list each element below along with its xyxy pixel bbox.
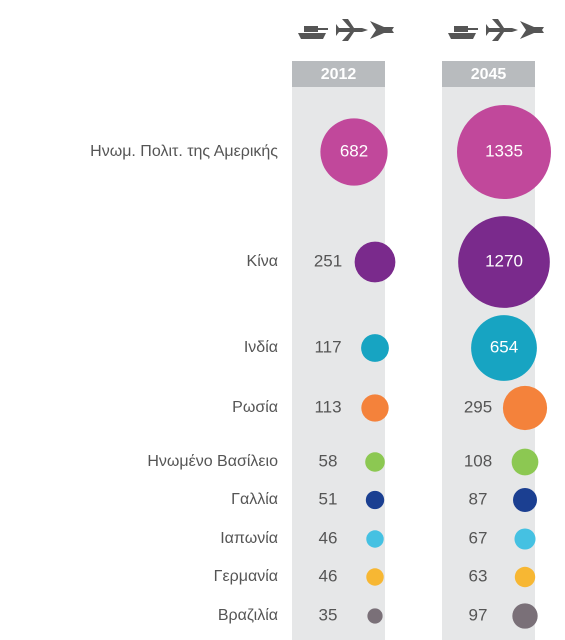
drone-icon bbox=[520, 21, 544, 39]
value-label: 87 bbox=[469, 489, 488, 508]
bubble bbox=[361, 334, 389, 362]
bubble bbox=[512, 603, 538, 629]
country-label: Ινδία bbox=[244, 339, 278, 356]
bubble bbox=[367, 608, 383, 624]
bubble bbox=[366, 568, 384, 586]
value-label: 251 bbox=[314, 251, 342, 270]
tank-icon bbox=[448, 26, 478, 39]
bubble bbox=[513, 488, 537, 512]
value-label: 97 bbox=[469, 605, 488, 624]
plane-icon bbox=[336, 19, 368, 41]
bubble bbox=[361, 394, 389, 422]
bubble bbox=[511, 448, 539, 476]
plane-icon bbox=[486, 19, 518, 41]
country-label: Βραζιλία bbox=[218, 607, 278, 624]
value-label: 46 bbox=[319, 566, 338, 585]
bubble bbox=[457, 105, 551, 199]
bubble bbox=[458, 216, 550, 308]
column-header bbox=[442, 61, 535, 87]
drone-icon bbox=[370, 21, 394, 39]
value-label: 35 bbox=[319, 605, 338, 624]
bubble bbox=[365, 452, 385, 472]
value-label: 46 bbox=[319, 528, 338, 547]
value-label: 67 bbox=[469, 528, 488, 547]
bubble bbox=[514, 566, 536, 588]
value-label: 654 bbox=[490, 337, 518, 356]
bubble bbox=[471, 315, 537, 381]
country-label: Ιαπωνία bbox=[220, 530, 278, 547]
bubble bbox=[514, 528, 536, 550]
value-label: 113 bbox=[314, 397, 341, 416]
value-label: 63 bbox=[469, 566, 488, 585]
value-label: 295 bbox=[464, 397, 492, 416]
country-label: Ηνωμένο Βασίλειο bbox=[147, 453, 278, 470]
bubble bbox=[365, 490, 385, 510]
value-label: 1335 bbox=[485, 141, 523, 160]
country-label: Ρωσία bbox=[232, 399, 278, 416]
country-label: Γαλλία bbox=[231, 491, 278, 508]
value-label: 117 bbox=[314, 337, 341, 356]
column-header bbox=[292, 61, 385, 87]
column-year: 2045 bbox=[471, 66, 507, 83]
country-label: Κίνα bbox=[247, 253, 278, 270]
bubble bbox=[320, 118, 388, 186]
tank-icon bbox=[298, 26, 328, 39]
bubble bbox=[502, 385, 548, 431]
bubble bbox=[366, 530, 384, 548]
value-label: 1270 bbox=[485, 251, 523, 270]
icons bbox=[298, 19, 544, 41]
country-label: Ηνωμ. Πολιτ. της Αμερικής bbox=[90, 143, 278, 160]
value-label: 108 bbox=[464, 451, 492, 470]
column-year: 2012 bbox=[321, 66, 357, 83]
value-label: 58 bbox=[319, 451, 338, 470]
value-label: 51 bbox=[319, 489, 338, 508]
bubble bbox=[354, 241, 396, 283]
value-label: 682 bbox=[340, 141, 368, 160]
country-label: Γερμανία bbox=[214, 568, 278, 585]
